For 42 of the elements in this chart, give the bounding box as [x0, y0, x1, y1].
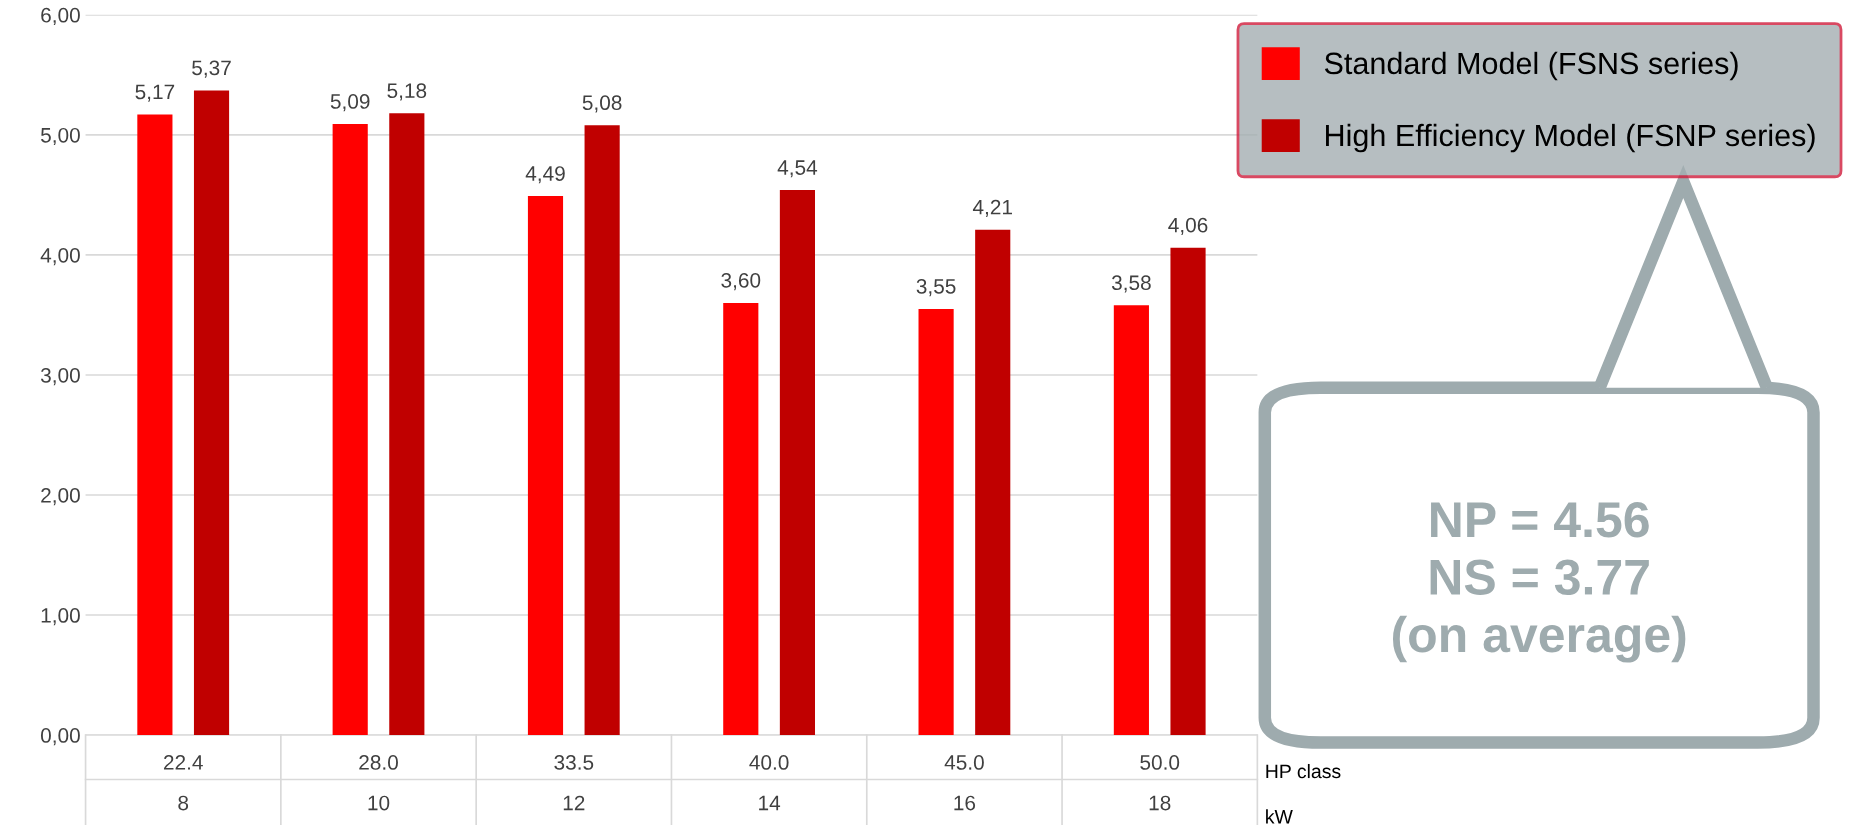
bar: [389, 113, 425, 736]
text: NP = 4.56 NS = 3.77 (on average): [1393, 502, 1686, 663]
bar: [723, 302, 759, 736]
data-label: 3,58: [1111, 275, 1151, 293]
data-label: 4,06: [1168, 217, 1208, 235]
legend-label: Standard Model (FSNS series): [1324, 51, 1738, 81]
legend-label: High Efficiency Model (FSNP series): [1326, 123, 1815, 153]
data-label: 5,08: [582, 95, 622, 113]
bar: [1113, 305, 1149, 736]
y-tick-label: 0,00: [40, 728, 80, 746]
data-label: 5,18: [387, 83, 427, 101]
data-label: 5,09: [330, 94, 370, 112]
category-label: 40.0 14: [749, 755, 789, 811]
data-label: 3,60: [721, 272, 761, 291]
data-label: 5,37: [192, 60, 231, 78]
category-label: 33.5 12: [554, 755, 594, 811]
bar: [779, 190, 816, 736]
category-label: 50.0 18: [1140, 755, 1180, 811]
data-label: 3,55: [916, 278, 956, 297]
data-label: 4,21: [972, 199, 1012, 217]
y-tick-label: 6,00: [41, 7, 80, 26]
data-label: 5,17: [135, 84, 175, 102]
text: HP class: [1266, 763, 1341, 779]
y-tick-label: 2,00: [41, 488, 80, 506]
bar: [918, 308, 954, 736]
y-tick-label: 1,00: [41, 608, 80, 626]
bar: [527, 196, 564, 736]
bar: [193, 90, 230, 736]
y-tick-label: 4,00: [40, 247, 80, 266]
category-label: 22.4 8: [163, 755, 203, 811]
bar: [137, 114, 173, 736]
category-label: 28.0 10: [359, 755, 398, 811]
y-tick-label: 3,00: [40, 367, 80, 386]
y-tick-label: 5,00: [40, 127, 80, 146]
data-label: 4,54: [777, 160, 818, 178]
text: kW: [1266, 809, 1293, 824]
bar: [332, 124, 368, 736]
bar: [975, 229, 1011, 736]
category-label: 45.0 16: [944, 755, 984, 811]
bar: [1170, 247, 1206, 736]
bar: [584, 125, 620, 736]
data-label: 4,49: [525, 166, 565, 184]
